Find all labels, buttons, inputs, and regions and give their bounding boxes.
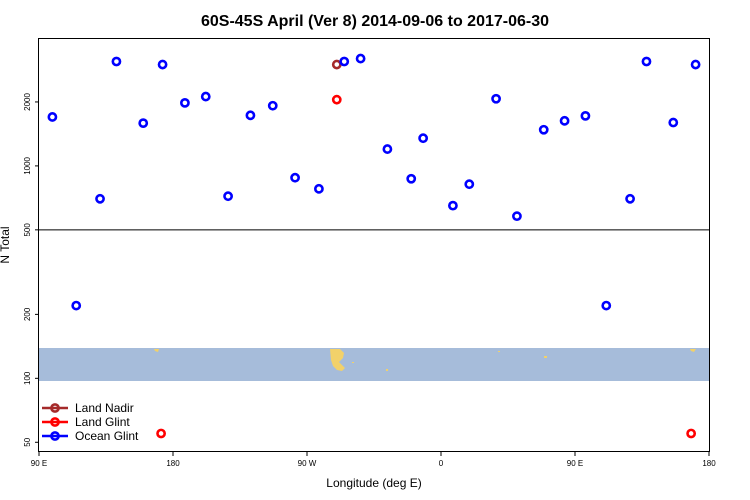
point-ocean-glint — [512, 211, 522, 222]
map-land-small-4 — [386, 369, 388, 371]
world-map-strip — [39, 348, 709, 381]
x-axis-label: Longitude (deg E) — [326, 476, 421, 490]
point-ocean-glint — [71, 300, 82, 311]
point-ocean-glint — [559, 115, 570, 126]
point-ocean-glint — [464, 179, 475, 190]
point-ocean-glint — [180, 97, 190, 108]
plot-frame — [38, 38, 710, 452]
map-land-small-6 — [498, 351, 500, 352]
x-tick-label: 180 — [166, 459, 180, 468]
map-land-small-2 — [690, 349, 696, 352]
x-tick-label: 90 W — [298, 459, 317, 468]
point-ocean-glint — [406, 173, 417, 184]
map-land-small-5 — [352, 362, 354, 363]
y-tick-label: 2000 — [23, 92, 32, 110]
chart-title: 60S-45S April (Ver 8) 2014-09-06 to 2017… — [201, 13, 549, 30]
x-tick-label: 90 E — [31, 459, 47, 468]
point-ocean-glint — [601, 300, 612, 311]
data-points — [47, 53, 701, 439]
point-ocean-glint — [223, 191, 233, 202]
map-land-small-1 — [154, 349, 159, 352]
x-tick-label: 90 E — [567, 459, 583, 468]
point-ocean-glint — [267, 100, 278, 111]
point-ocean-glint — [339, 56, 350, 67]
point-ocean-glint — [448, 200, 458, 211]
point-ocean-glint — [580, 110, 591, 121]
point-ocean-glint — [290, 172, 300, 183]
y-axis: 50 100 200 500 1000 2000 — [23, 92, 39, 447]
legend-label-land-glint: Land Glint — [75, 415, 130, 429]
point-ocean-glint — [245, 110, 256, 121]
map-south-america — [330, 349, 345, 371]
legend-marker-land-nadir — [50, 403, 60, 413]
point-ocean-glint — [418, 133, 429, 144]
legend-marker-ocean-glint — [50, 431, 60, 441]
y-tick-label: 1000 — [23, 156, 32, 174]
point-ocean-glint — [641, 56, 652, 67]
point-land-glint — [156, 428, 166, 439]
point-ocean-glint — [314, 183, 324, 194]
x-tick-label: 0 — [439, 459, 444, 468]
point-land-glint — [331, 94, 342, 105]
x-tick-label: 180 — [702, 459, 716, 468]
point-ocean-glint — [47, 112, 58, 122]
point-land-nadir — [331, 59, 342, 70]
y-tick-label: 100 — [23, 371, 32, 385]
y-tick-label: 200 — [23, 307, 32, 321]
point-ocean-glint — [690, 59, 701, 70]
point-ocean-glint — [355, 53, 366, 64]
point-ocean-glint — [625, 193, 635, 204]
point-ocean-glint — [491, 93, 501, 104]
point-ocean-glint — [382, 144, 393, 154]
point-ocean-glint — [200, 91, 211, 102]
y-axis-label: N Total — [0, 226, 12, 263]
y-tick-label: 500 — [23, 223, 32, 237]
point-ocean-glint — [538, 124, 549, 135]
point-ocean-glint — [157, 59, 168, 70]
point-ocean-glint — [95, 193, 105, 204]
legend-marker-land-glint — [50, 417, 60, 427]
point-ocean-glint — [138, 118, 149, 129]
point-ocean-glint — [111, 56, 122, 67]
legend-label-ocean-glint: Ocean Glint — [75, 429, 139, 443]
y-tick-label: 50 — [23, 437, 32, 446]
point-land-glint — [686, 428, 697, 439]
map-ocean — [39, 348, 709, 381]
map-land-small-3 — [544, 356, 547, 358]
legend-label-land-nadir: Land Nadir — [75, 401, 134, 415]
point-ocean-glint — [668, 117, 679, 128]
x-axis: 90 E 180 90 W 0 90 E 180 — [31, 452, 716, 468]
